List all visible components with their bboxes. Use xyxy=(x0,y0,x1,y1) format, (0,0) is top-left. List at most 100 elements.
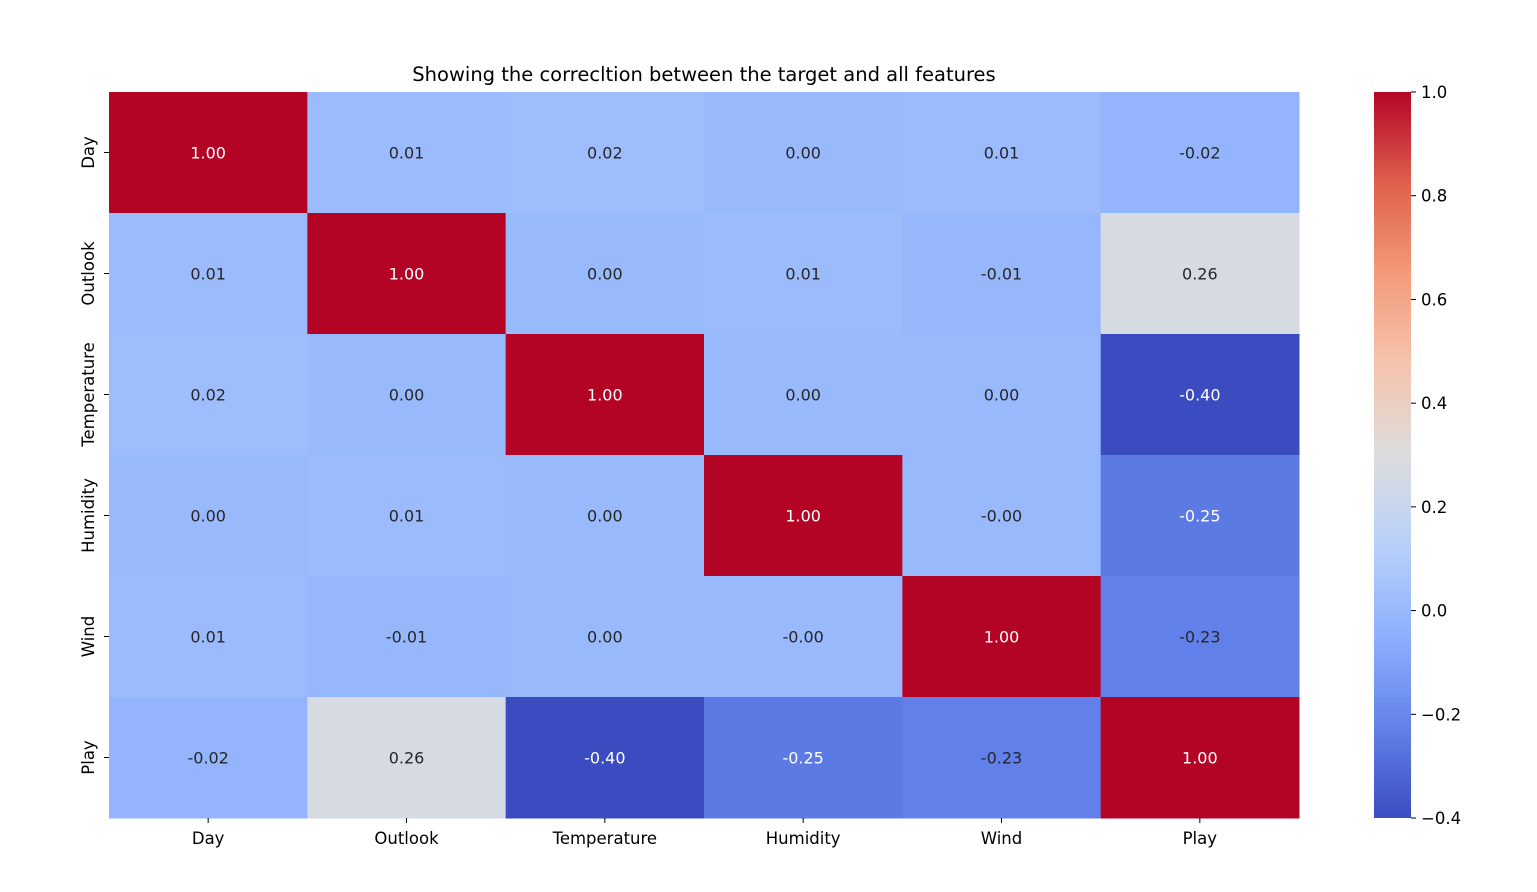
heatmap-cell xyxy=(704,697,903,819)
colorbar-tick-label: 0.4 xyxy=(1421,394,1447,413)
x-axis: Day Outlook Temperature Humidity Wind Play xyxy=(192,818,1217,848)
cell-value-label: -0.01 xyxy=(386,628,427,647)
cell-value-label: 0.26 xyxy=(1182,265,1218,284)
x-tick-label: Temperature xyxy=(552,829,658,848)
colorbar-tick-label: 0.8 xyxy=(1421,187,1447,206)
cell-value-label: 0.26 xyxy=(389,749,425,768)
cell-value-label: -0.40 xyxy=(1179,386,1220,405)
x-tick-label: Play xyxy=(1183,829,1218,848)
cell-value-label: 0.01 xyxy=(984,144,1020,163)
cell-value-label: 0.00 xyxy=(785,144,821,163)
heatmap-cell xyxy=(505,334,705,456)
heatmap-cell xyxy=(109,455,308,577)
cell-value-label: 1.00 xyxy=(389,265,425,284)
heatmap-cell xyxy=(307,334,507,456)
colorbar-tick-label: 0.2 xyxy=(1421,498,1447,517)
heatmap-cell xyxy=(505,697,705,819)
colorbar-tick-label: −0.2 xyxy=(1421,705,1461,724)
heatmap-cell xyxy=(109,213,308,335)
cell-value-label: -0.00 xyxy=(782,628,823,647)
heatmap-cell xyxy=(109,697,308,819)
heatmap-cell xyxy=(109,92,308,214)
y-tick-label: Play xyxy=(79,740,98,775)
cell-value-label: 1.00 xyxy=(190,144,226,163)
cell-value-label: -0.00 xyxy=(981,507,1022,526)
cell-value-label: 0.00 xyxy=(785,386,821,405)
cell-value-label: -0.40 xyxy=(584,749,625,768)
y-tick-label: Temperature xyxy=(79,342,98,448)
heatmap-cell xyxy=(704,576,903,698)
cell-value-label: -0.02 xyxy=(1179,144,1220,163)
cell-value-label: 0.02 xyxy=(190,386,226,405)
heatmap-cell xyxy=(109,576,308,698)
colorbar-tick-label: −0.4 xyxy=(1421,809,1461,828)
cell-value-label: 0.01 xyxy=(785,265,821,284)
y-tick-label: Wind xyxy=(79,616,98,657)
heatmap-cell xyxy=(902,697,1102,819)
heatmap-cell-labels: 1.00 0.01 0.02 0.00 0.01 -0.02 0.01 1.00 0.00 0.0… xyxy=(187,144,1220,768)
cell-value-label: -0.25 xyxy=(1179,507,1220,526)
heatmap-cell xyxy=(505,213,705,335)
heatmap-cell xyxy=(704,213,903,335)
cell-value-label: -0.25 xyxy=(782,749,823,768)
colorbar: −0.4 −0.2 0.0 0.2 0.4 0.6 0.8 1.0 xyxy=(1374,83,1461,828)
heatmap-cell xyxy=(109,334,308,456)
heatmap-cell xyxy=(307,697,507,819)
cell-value-label: 0.01 xyxy=(389,144,425,163)
cell-value-label: 1.00 xyxy=(984,628,1020,647)
heatmap-cell xyxy=(1100,455,1300,577)
cell-value-label: 0.00 xyxy=(587,628,623,647)
heatmap-cell xyxy=(1100,92,1300,214)
chart-title: Showing the correcltion between the targ… xyxy=(412,63,995,86)
heatmap-cell xyxy=(902,576,1102,698)
heatmap-cell xyxy=(1100,697,1300,819)
y-axis: Day Outlook Temperature Humidity Wind Play xyxy=(79,136,109,775)
y-tick-label: Outlook xyxy=(79,241,98,306)
cell-value-label: 1.00 xyxy=(1182,749,1218,768)
heatmap-cell xyxy=(307,455,507,577)
heatmap-cell xyxy=(704,334,903,456)
heatmap-cell xyxy=(1100,334,1300,456)
colorbar-tick-label: 0.0 xyxy=(1421,602,1447,621)
x-tick-label: Outlook xyxy=(374,829,439,848)
heatmap-cell xyxy=(902,213,1102,335)
cell-value-label: 1.00 xyxy=(587,386,623,405)
y-tick-label: Humidity xyxy=(79,478,98,553)
cell-value-label: 0.00 xyxy=(190,507,226,526)
cell-value-label: 0.01 xyxy=(190,265,226,284)
heatmap-cell xyxy=(902,334,1102,456)
cell-value-label: 1.00 xyxy=(785,507,821,526)
cell-value-label: 0.02 xyxy=(587,144,623,163)
heatmap-cell xyxy=(307,576,507,698)
cell-value-label: 0.00 xyxy=(389,386,425,405)
y-tick-label: Day xyxy=(79,136,98,169)
x-tick-label: Day xyxy=(192,829,225,848)
heatmap-cell xyxy=(704,455,903,577)
heatmap-cell xyxy=(902,455,1102,577)
heatmap-cell xyxy=(1100,213,1300,335)
cell-value-label: 0.00 xyxy=(587,507,623,526)
x-tick-label: Humidity xyxy=(766,829,841,848)
heatmap-cell xyxy=(704,92,903,214)
heatmap-cell xyxy=(505,576,705,698)
cell-value-label: -0.02 xyxy=(187,749,228,768)
colorbar-tick-label: 0.6 xyxy=(1421,290,1447,309)
cell-value-label: -0.01 xyxy=(981,265,1022,284)
cell-value-label: 0.01 xyxy=(389,507,425,526)
heatmap-cell xyxy=(1100,576,1300,698)
cell-value-label: -0.23 xyxy=(981,749,1022,768)
heatmap-cell xyxy=(307,92,507,214)
heatmap-cell xyxy=(902,92,1102,214)
heatmap-cell xyxy=(505,455,705,577)
cell-value-label: 0.00 xyxy=(984,386,1020,405)
heatmap-cell xyxy=(307,213,507,335)
colorbar-gradient xyxy=(1374,92,1411,818)
cell-value-label: 0.01 xyxy=(190,628,226,647)
heatmap-cells xyxy=(109,92,1300,819)
colorbar-tick-label: 1.0 xyxy=(1421,83,1447,102)
heatmap-cell xyxy=(505,92,705,214)
x-tick-label: Wind xyxy=(981,829,1022,848)
cell-value-label: -0.23 xyxy=(1179,628,1220,647)
cell-value-label: 0.00 xyxy=(587,265,623,284)
